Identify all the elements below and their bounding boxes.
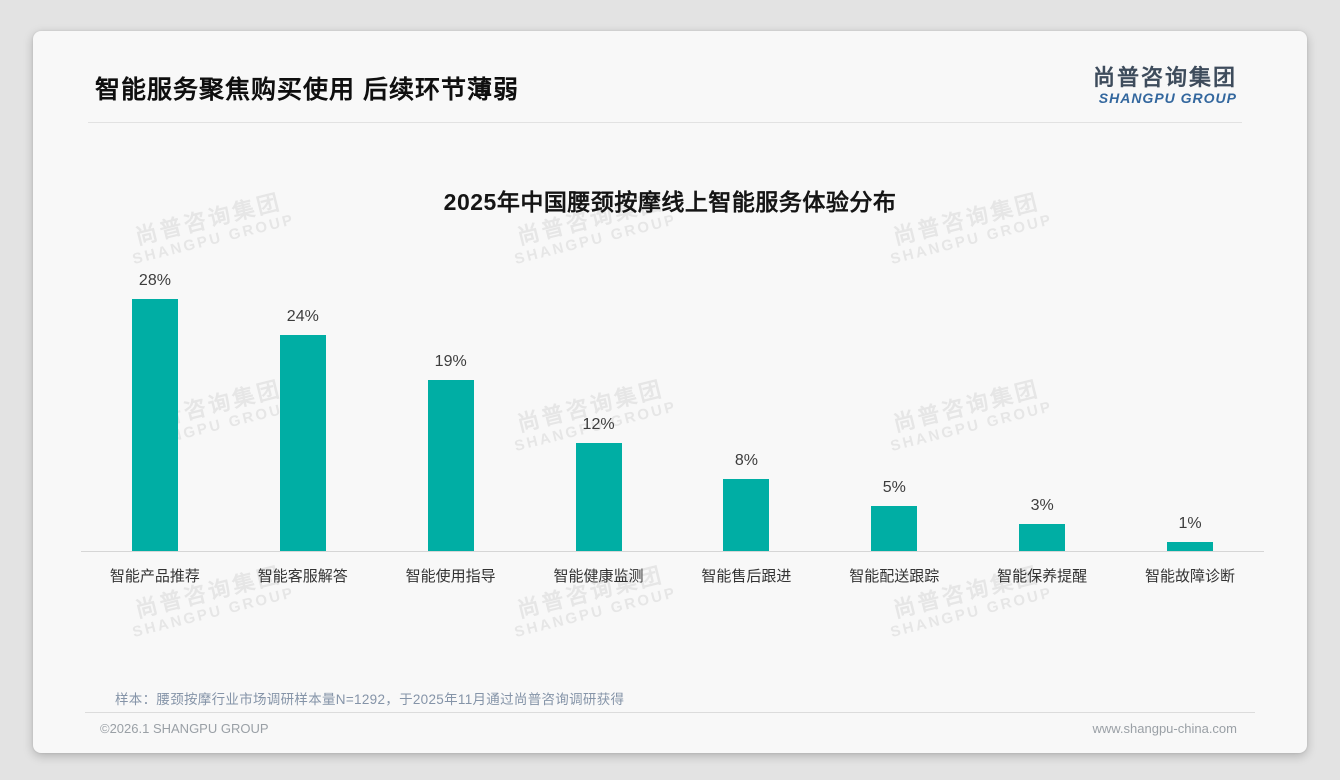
bar-column: 8% bbox=[673, 261, 821, 551]
x-axis-labels-row: 智能产品推荐 智能客服解答 智能使用指导 智能健康监测 智能售后跟进 智能配送跟踪 智能保养… bbox=[81, 565, 1264, 586]
bar bbox=[1019, 524, 1066, 551]
header-divider bbox=[88, 122, 1242, 123]
bar-value-label: 3% bbox=[1030, 497, 1054, 514]
copyright-text: ©2026.1 SHANGPU GROUP bbox=[100, 721, 269, 736]
slide-card: 尚普咨询集团 SHANGPU GROUP 尚普咨询集团 SHANGPU GROUP 尚普… bbox=[33, 31, 1307, 753]
x-axis-label: 智能使用指导 bbox=[405, 568, 496, 585]
bar-chart-plot-area: 28% 24% 19% 12% 8% 5% 3% 1% bbox=[81, 261, 1264, 551]
company-logo: 尚普咨询集团 SHANGPU GROUP bbox=[1093, 65, 1237, 106]
bar-column: 19% bbox=[377, 261, 525, 551]
bar bbox=[427, 380, 474, 551]
bar-value-label: 12% bbox=[582, 416, 615, 433]
watermark-en-text: SHANGPU GROUP bbox=[512, 584, 679, 641]
bar bbox=[723, 479, 770, 551]
logo-en-text: SHANGPU GROUP bbox=[1098, 90, 1237, 107]
bar-column: 3% bbox=[968, 261, 1116, 551]
bar-value-label: 5% bbox=[882, 479, 906, 496]
slide-header: 智能服务聚焦购买使用 后续环节薄弱 尚普咨询集团 SHANGPU GROUP bbox=[95, 65, 1237, 106]
bar bbox=[1167, 542, 1214, 551]
watermark-en-text: SHANGPU GROUP bbox=[130, 584, 297, 641]
watermark-en-text: SHANGPU GROUP bbox=[512, 211, 679, 268]
bar bbox=[131, 299, 178, 551]
x-axis-line bbox=[81, 551, 1264, 552]
chart-title: 2025年中国腰颈按摩线上智能服务体验分布 bbox=[443, 189, 897, 215]
x-axis-label: 智能配送跟踪 bbox=[849, 568, 940, 585]
logo-cn-text: 尚普咨询集团 bbox=[1092, 65, 1237, 90]
x-axis-label: 智能保养提醒 bbox=[997, 568, 1088, 585]
x-axis-label: 智能售后跟进 bbox=[701, 568, 792, 585]
bar-value-label: 19% bbox=[434, 353, 467, 370]
bar-column: 12% bbox=[525, 261, 673, 551]
watermark-en-text: SHANGPU GROUP bbox=[888, 584, 1055, 641]
footer-divider bbox=[85, 712, 1255, 713]
website-url: www.shangpu-china.com bbox=[1092, 721, 1237, 736]
bar bbox=[871, 506, 918, 551]
sample-note: 样本：腰颈按摩行业市场调研样本量N=1292，于2025年11月通过尚普咨询调研… bbox=[115, 692, 625, 707]
slide-footer: ©2026.1 SHANGPU GROUP www.shangpu-china.… bbox=[100, 721, 1237, 736]
x-axis-label: 智能故障诊断 bbox=[1145, 568, 1236, 585]
watermark-en-text: SHANGPU GROUP bbox=[888, 211, 1055, 268]
bar bbox=[279, 335, 326, 551]
bar-column: 1% bbox=[1116, 261, 1264, 551]
x-axis-label: 智能健康监测 bbox=[553, 568, 644, 585]
bar-value-label: 24% bbox=[286, 308, 319, 325]
bar-value-label: 1% bbox=[1178, 515, 1202, 532]
slide-title: 智能服务聚焦购买使用 后续环节薄弱 bbox=[95, 76, 519, 104]
bar-column: 24% bbox=[229, 261, 377, 551]
bar-column: 5% bbox=[820, 261, 968, 551]
x-axis-label: 智能客服解答 bbox=[257, 568, 348, 585]
bar-value-label: 8% bbox=[734, 452, 758, 469]
bar-column: 28% bbox=[81, 261, 229, 551]
watermark-en-text: SHANGPU GROUP bbox=[130, 211, 297, 268]
bar bbox=[575, 443, 622, 551]
bar-value-label: 28% bbox=[138, 272, 171, 289]
x-axis-label: 智能产品推荐 bbox=[109, 568, 200, 585]
